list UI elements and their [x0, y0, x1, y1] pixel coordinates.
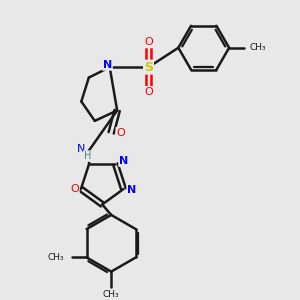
Text: N: N [103, 60, 112, 70]
Text: S: S [144, 61, 153, 74]
Text: H: H [84, 151, 91, 161]
Text: N: N [77, 144, 86, 154]
Text: CH₃: CH₃ [250, 43, 267, 52]
Text: O: O [70, 184, 79, 194]
Text: CH₃: CH₃ [103, 290, 119, 299]
Text: N: N [119, 156, 128, 166]
Text: N: N [127, 185, 136, 196]
Text: O: O [144, 38, 153, 47]
Text: O: O [144, 87, 153, 97]
Text: O: O [116, 128, 125, 138]
Text: CH₃: CH₃ [48, 253, 64, 262]
